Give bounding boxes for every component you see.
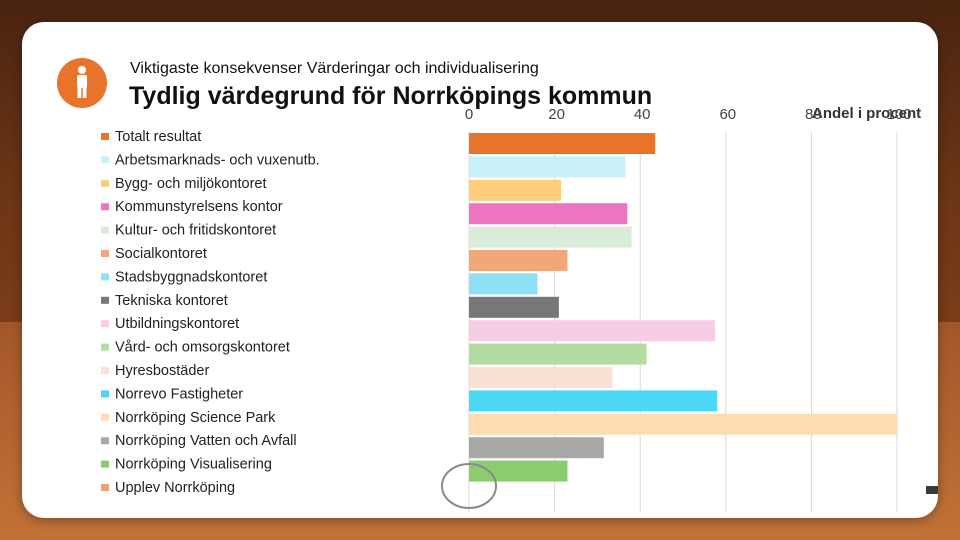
person-icon <box>77 66 87 98</box>
legend-label: Arbetsmarknads- och vuxenutb. <box>115 152 320 168</box>
legend-label: Totalt resultat <box>115 129 201 145</box>
bar <box>469 250 568 271</box>
page-subtitle: Viktigaste konsekvenser Värderingar och … <box>130 60 539 77</box>
bar <box>469 273 538 295</box>
highlight-circle <box>441 463 497 509</box>
bar <box>469 203 628 225</box>
legend-label: Kommunstyrelsens kontor <box>115 199 283 215</box>
legend-label: Norrköping Visualisering <box>115 457 272 473</box>
bar <box>469 320 716 342</box>
legend-label: Hyresbostäder <box>115 363 209 379</box>
bar <box>469 179 562 201</box>
bar-chart: 0 20 40 60 80 100 Totalt resultat Arbetsmarknad… <box>101 106 912 512</box>
bar <box>469 343 647 365</box>
legend-swatch <box>101 413 109 421</box>
legend-label: Norrevo Fastigheter <box>115 386 243 402</box>
slide-card: Viktigaste konsekvenser Värderingar och … <box>22 22 938 518</box>
legend-label: Norrköping Science Park <box>115 410 276 426</box>
badge-circle <box>57 58 107 108</box>
legend-swatch <box>101 273 109 281</box>
legend-swatch <box>101 343 109 351</box>
legend-swatch <box>101 250 109 257</box>
legend-label: Upplev Norrköping <box>115 480 235 496</box>
tick-label: 40 <box>634 106 651 123</box>
bar <box>469 437 604 459</box>
legend-label: Vård- och omsorgskontoret <box>115 340 290 356</box>
legend-label: Socialkontoret <box>115 246 207 262</box>
tick-label: 100 <box>886 106 911 123</box>
bar <box>469 296 559 318</box>
legend-label: Norrköping Vatten och Avfall <box>115 433 297 449</box>
axis-label: Andel i procent <box>812 105 922 122</box>
legend-label: Stadsbyggnadskontoret <box>115 269 267 285</box>
legend-swatch <box>101 156 109 164</box>
legend-swatch <box>101 203 109 211</box>
tick-label: 80 <box>805 106 822 123</box>
bar <box>469 413 897 435</box>
legend-swatch <box>101 367 109 374</box>
legend-swatch <box>101 133 109 140</box>
legend-swatch <box>101 390 109 398</box>
legend-swatch <box>101 484 109 491</box>
corner-mark <box>926 486 938 494</box>
bar <box>469 460 568 482</box>
legend-swatch <box>101 437 109 445</box>
legend-swatch <box>101 226 109 234</box>
tick-label: 60 <box>719 106 736 123</box>
bar <box>469 390 718 412</box>
bar <box>469 133 656 154</box>
bar <box>469 226 632 248</box>
legend-label: Bygg- och miljökontoret <box>115 176 267 192</box>
legend-swatch <box>101 460 109 468</box>
legend-label: Tekniska kontoret <box>115 293 228 309</box>
tick-label: 0 <box>465 106 473 123</box>
page-title: Tydlig värdegrund för Norrköpings kommun <box>129 82 653 110</box>
legend-swatch <box>101 179 109 187</box>
legend-swatch <box>101 296 109 304</box>
legend-label: Kultur- och fritidskontoret <box>115 223 276 239</box>
legend-swatch <box>101 320 109 328</box>
bar <box>469 367 613 388</box>
bar <box>469 156 626 178</box>
tick-label: 20 <box>548 106 565 123</box>
legend-label: Utbildningskontoret <box>115 316 239 332</box>
